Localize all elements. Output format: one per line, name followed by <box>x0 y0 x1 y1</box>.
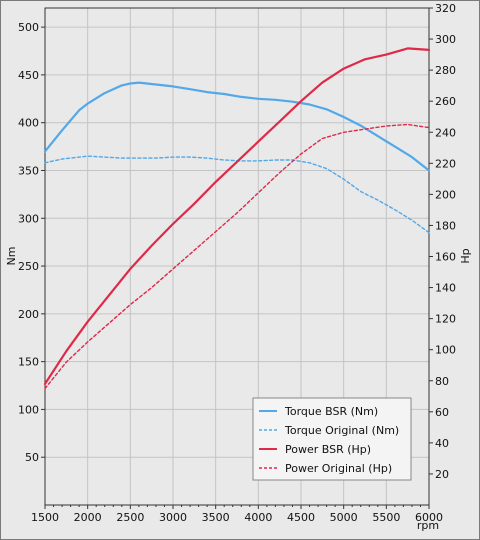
legend-label-power-bsr: Power BSR (Hp) <box>285 443 371 456</box>
right-tick-label: 80 <box>435 375 449 388</box>
x-axis-label: rpm <box>417 519 439 532</box>
legend-label-torque-original: Torque Original (Nm) <box>284 424 399 437</box>
left-tick-label: 350 <box>18 164 39 177</box>
right-axis-ticks: 20 40 60 80 100 120 140 160 180 200 220 240 260 280 30… <box>429 2 456 481</box>
right-tick-label: 280 <box>435 64 456 77</box>
legend: Torque BSR (Nm) Torque Original (Nm) Pow… <box>252 397 412 481</box>
left-tick-label: 450 <box>18 69 39 82</box>
left-tick-label: 100 <box>18 403 39 416</box>
left-tick-label: 250 <box>18 260 39 273</box>
right-tick-label: 200 <box>435 188 456 201</box>
torque-bsr-line <box>43 81 431 172</box>
right-tick-label: 260 <box>435 95 456 108</box>
right-tick-label: 20 <box>435 468 449 481</box>
x-tick-label: 3000 <box>159 511 187 524</box>
left-tick-label: 400 <box>18 117 39 130</box>
right-tick-label: 60 <box>435 406 449 419</box>
series-layer <box>43 47 431 390</box>
x-tick-label: 5000 <box>330 511 358 524</box>
left-tick-label: 300 <box>18 212 39 225</box>
left-axis-label: Nm <box>5 247 18 266</box>
x-tick-label: 2500 <box>116 511 144 524</box>
x-axis-ticks: 1500 2000 2500 3000 3500 4000 4500 5000 5500 6000 <box>31 505 443 524</box>
legend-box <box>252 397 412 481</box>
left-tick-label: 200 <box>18 308 39 321</box>
right-tick-label: 160 <box>435 251 456 264</box>
right-tick-label: 100 <box>435 344 456 357</box>
x-tick-label: 4500 <box>287 511 315 524</box>
legend-label-torque-bsr: Torque BSR (Nm) <box>284 405 378 418</box>
x-tick-label: 3500 <box>202 511 230 524</box>
right-tick-label: 180 <box>435 219 456 232</box>
power-original-line <box>44 123 430 390</box>
power-bsr-line <box>43 47 431 385</box>
left-tick-label: 50 <box>25 451 39 464</box>
x-tick-label: 4000 <box>244 511 272 524</box>
left-tick-label: 500 <box>18 21 39 34</box>
right-tick-label: 220 <box>435 157 456 170</box>
right-axis-label: Hp <box>459 248 472 263</box>
x-tick-label: 1500 <box>31 511 59 524</box>
right-tick-label: 140 <box>435 282 456 295</box>
left-axis-ticks: 50 100 150 200 250 300 350 400 450 500 <box>18 21 45 464</box>
right-tick-label: 320 <box>435 2 456 15</box>
left-tick-label: 150 <box>18 356 39 369</box>
right-tick-label: 120 <box>435 313 456 326</box>
x-tick-label: 5500 <box>372 511 400 524</box>
x-tick-label: 6000 <box>415 511 443 524</box>
torque-original-line <box>44 155 430 234</box>
right-tick-label: 300 <box>435 33 456 46</box>
right-tick-label: 240 <box>435 126 456 139</box>
x-tick-label: 2000 <box>74 511 102 524</box>
right-tick-label: 40 <box>435 437 449 450</box>
legend-label-power-original: Power Original (Hp) <box>285 462 392 475</box>
